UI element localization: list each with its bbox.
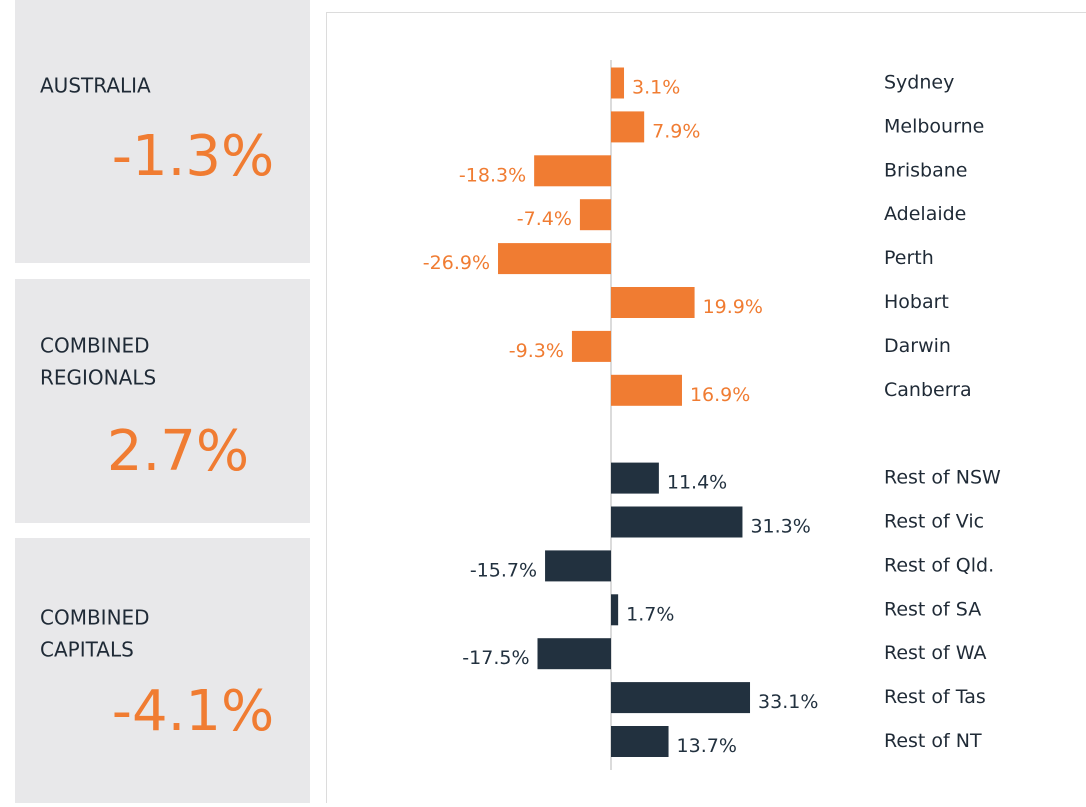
category-label: Rest of SA xyxy=(884,598,981,620)
bar xyxy=(580,199,611,230)
value-label: 13.7% xyxy=(677,735,737,757)
category-label: Hobart xyxy=(884,291,949,313)
value-label: -15.7% xyxy=(470,559,537,581)
category-label: Brisbane xyxy=(884,159,967,181)
bar xyxy=(498,243,611,274)
card-label: COMBINED xyxy=(40,334,150,358)
bar xyxy=(611,375,682,406)
card xyxy=(15,279,310,523)
category-label: Rest of Vic xyxy=(884,511,984,533)
value-label: -9.3% xyxy=(509,340,564,362)
card-label: CAPITALS xyxy=(40,638,134,662)
category-label: Sydney xyxy=(884,72,954,94)
value-label: -7.4% xyxy=(517,208,572,230)
bar xyxy=(572,331,611,362)
value-label: 33.1% xyxy=(758,691,818,713)
bar xyxy=(538,638,612,669)
category-label: Melbourne xyxy=(884,115,984,137)
category-label: Adelaide xyxy=(884,203,966,225)
card-label: COMBINED xyxy=(40,606,150,630)
bar xyxy=(611,594,618,625)
category-label: Canberra xyxy=(884,379,972,401)
value-label: 1.7% xyxy=(626,603,674,625)
card-value: -4.1% xyxy=(112,679,274,744)
value-label: -17.5% xyxy=(462,647,529,669)
bar xyxy=(611,111,644,142)
card-label: AUSTRALIA xyxy=(40,74,151,98)
category-label: Darwin xyxy=(884,335,951,357)
value-label: 7.9% xyxy=(652,120,700,142)
card xyxy=(15,538,310,803)
bar xyxy=(534,155,611,186)
card-value: 2.7% xyxy=(107,419,249,484)
bar xyxy=(545,550,611,581)
bar xyxy=(611,682,750,713)
bar xyxy=(611,726,669,757)
bar xyxy=(611,463,659,494)
card-value: -1.3% xyxy=(112,124,274,189)
value-label: -26.9% xyxy=(423,252,490,274)
category-label: Rest of Qld. xyxy=(884,554,994,576)
category-label: Rest of NT xyxy=(884,730,982,752)
category-label: Rest of WA xyxy=(884,642,987,664)
bar xyxy=(611,507,742,538)
value-label: 11.4% xyxy=(667,472,727,494)
bar xyxy=(611,68,624,99)
value-label: -18.3% xyxy=(459,164,526,186)
category-label: Perth xyxy=(884,247,934,269)
value-label: 19.9% xyxy=(703,296,763,318)
category-label: Rest of NSW xyxy=(884,467,1001,489)
category-label: Rest of Tas xyxy=(884,686,986,708)
value-label: 16.9% xyxy=(690,384,750,406)
value-label: 3.1% xyxy=(632,77,680,99)
value-label: 31.3% xyxy=(750,516,810,538)
card-label: REGIONALS xyxy=(40,366,156,390)
bar xyxy=(611,287,695,318)
